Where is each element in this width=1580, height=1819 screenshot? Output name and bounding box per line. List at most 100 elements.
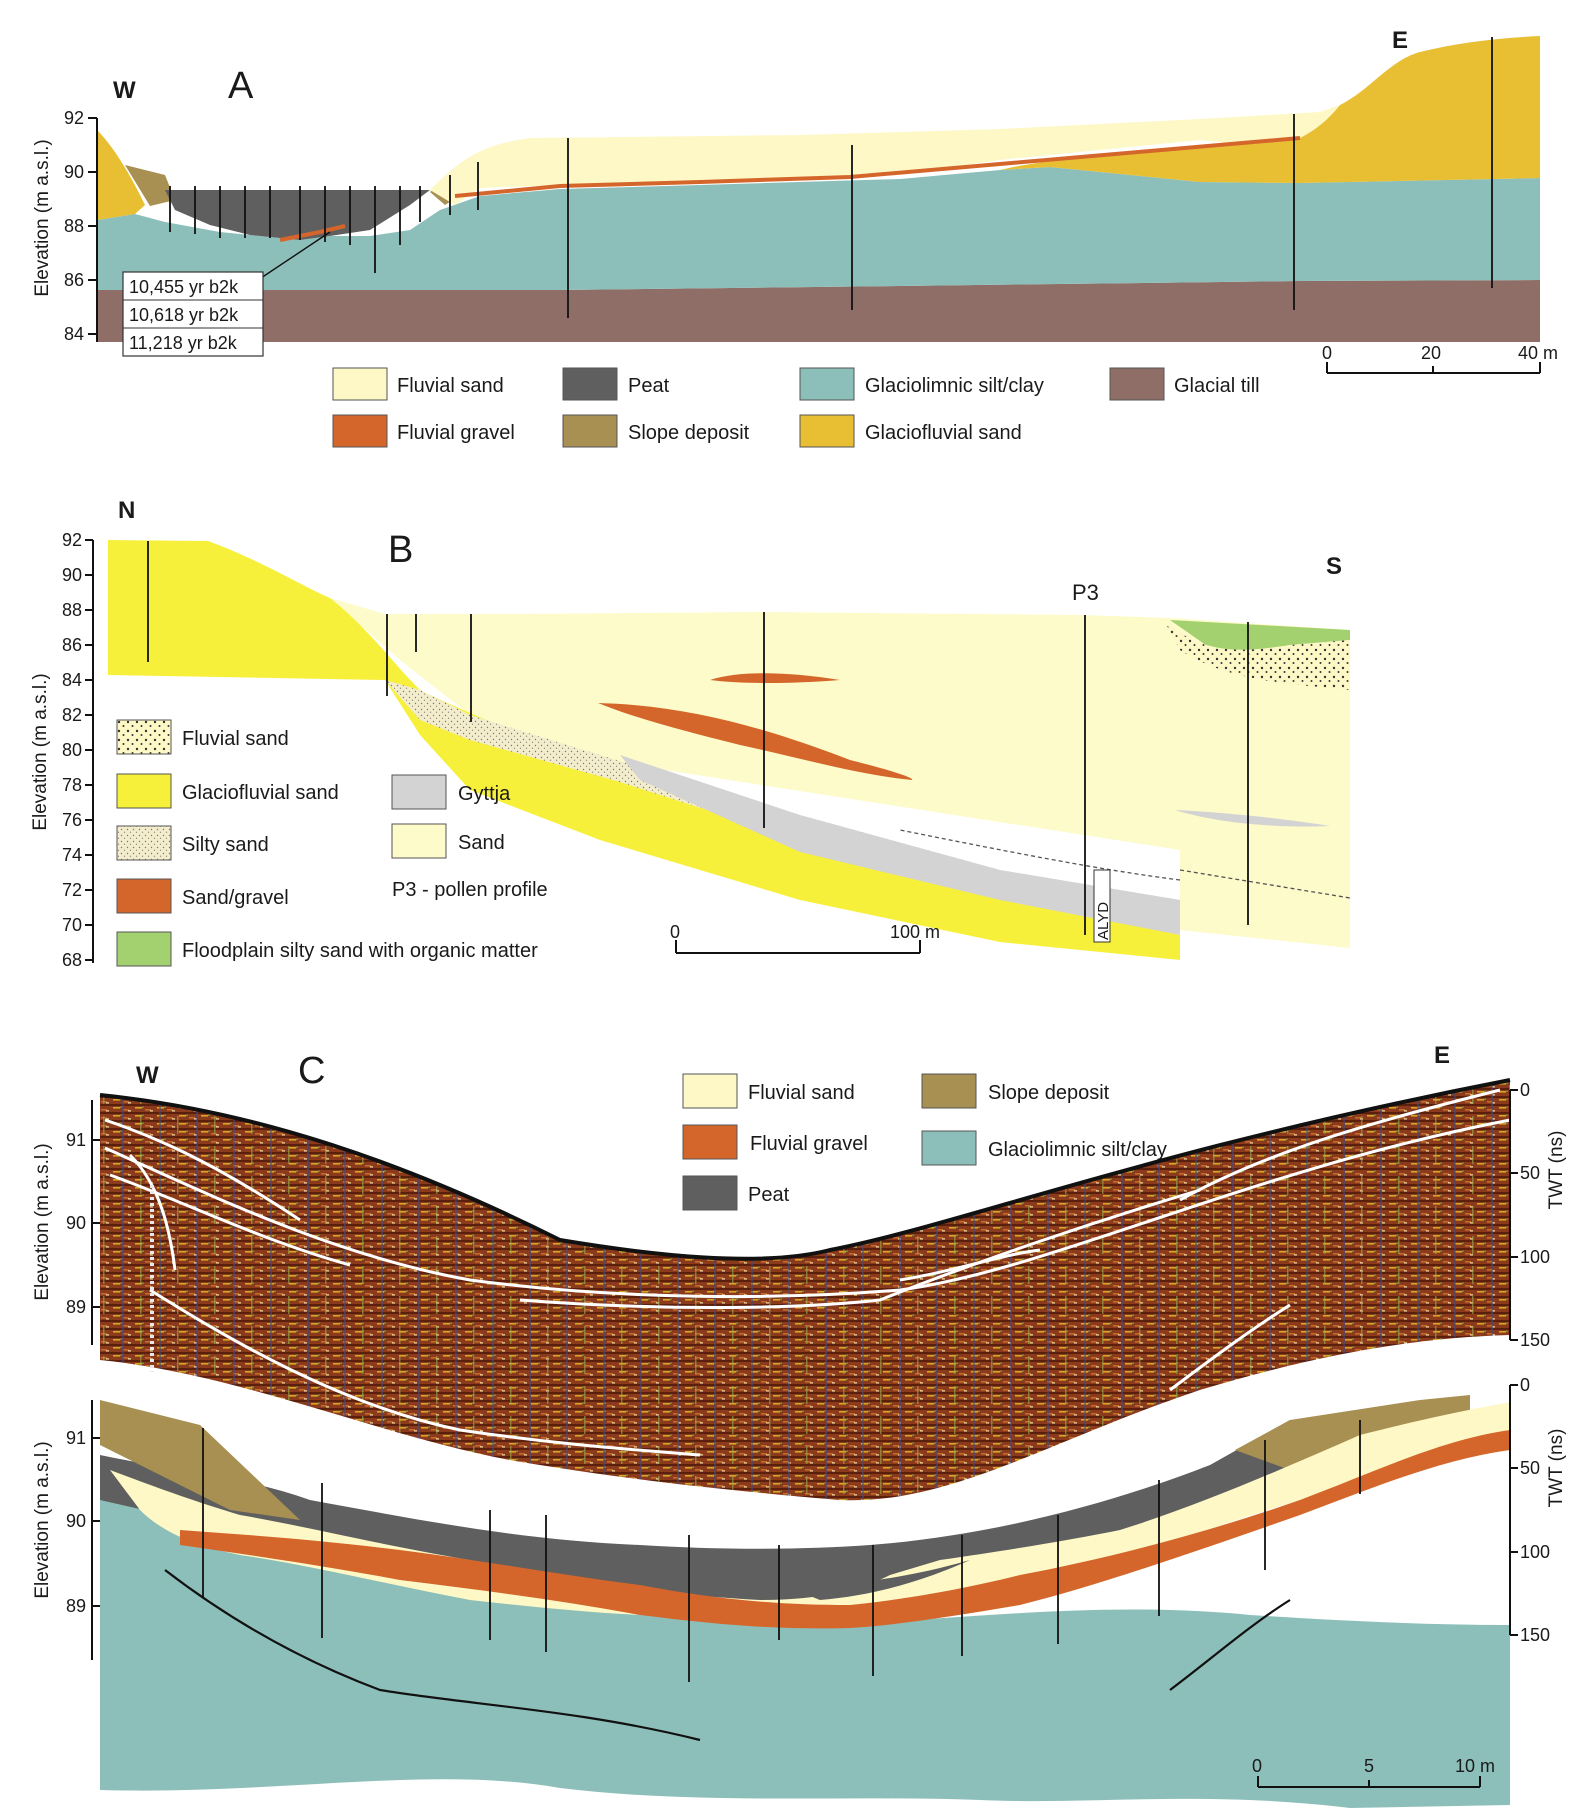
panel-a-yaxis: 92 90 88 86 84 Elevation (m a.s.l.) bbox=[32, 108, 98, 344]
legend-item: Sand bbox=[391, 823, 505, 859]
c-ylabel-upper: Elevation (m a.s.l.) bbox=[32, 1143, 53, 1300]
a-ytick: 86 bbox=[64, 270, 84, 290]
svg-text:40 m: 40 m bbox=[1518, 343, 1558, 363]
a-glacial-till bbox=[97, 280, 1540, 342]
svg-text:100: 100 bbox=[1520, 1542, 1550, 1562]
svg-text:Peat: Peat bbox=[748, 1184, 790, 1206]
panel-a-section bbox=[97, 36, 1540, 342]
legend-item: Peat bbox=[562, 367, 670, 401]
b-core-label: ALYD bbox=[1095, 902, 1112, 940]
b-gyttja bbox=[620, 755, 1180, 935]
c-yaxis-upper: 91 90 89 Elevation (m a.s.l.) bbox=[32, 1100, 100, 1345]
a-ytick: 84 bbox=[64, 324, 84, 344]
panel-a: W A E bbox=[32, 27, 1558, 448]
legend-item: Slope deposit bbox=[562, 414, 750, 448]
a-peat bbox=[165, 190, 430, 240]
c-contact-line-east bbox=[1169, 1599, 1291, 1691]
legend-item: Fluvial sand bbox=[332, 367, 504, 401]
b-ytick: 76 bbox=[62, 810, 82, 830]
b-ytick: 68 bbox=[62, 950, 82, 970]
svg-text:Sand/gravel: Sand/gravel bbox=[182, 887, 289, 909]
c-glaciolimnic bbox=[100, 1455, 1510, 1808]
a-date-label: 11,218 yr b2k bbox=[129, 333, 238, 353]
a-ylabel: Elevation (m a.s.l.) bbox=[32, 139, 53, 296]
a-glaciofluvial-west bbox=[97, 130, 145, 220]
svg-text:0: 0 bbox=[1520, 1080, 1530, 1100]
c-yaxis-lower: 91 90 89 Elevation (m a.s.l.) bbox=[32, 1400, 100, 1660]
c-interpreted-section bbox=[100, 1395, 1510, 1808]
a-scale-bar: 0 20 40 m bbox=[1322, 343, 1558, 374]
c-boreholes bbox=[202, 1420, 1361, 1682]
svg-text:Glacial till: Glacial till bbox=[1174, 375, 1260, 397]
svg-text:Sand: Sand bbox=[458, 832, 505, 854]
c-twt-axis-upper: 0 50 100 150 TWT (ns) bbox=[1509, 1080, 1567, 1350]
a-date-box: 10,455 yr b2k 10,618 yr b2k 11,218 yr b2… bbox=[122, 271, 264, 357]
svg-text:Fluvial gravel: Fluvial gravel bbox=[397, 422, 515, 444]
svg-text:0: 0 bbox=[1252, 1756, 1262, 1776]
c-ytick: 91 bbox=[66, 1428, 86, 1448]
svg-text:20: 20 bbox=[1421, 343, 1441, 363]
b-ytick: 80 bbox=[62, 740, 82, 760]
legend-item: Floodplain silty sand with organic matte… bbox=[116, 931, 538, 967]
panel-c-west-label: W bbox=[136, 1062, 159, 1089]
legend-item: Silty sand bbox=[116, 825, 269, 861]
c-twt-label-lower: TWT (ns) bbox=[1546, 1429, 1567, 1508]
svg-text:5: 5 bbox=[1364, 1756, 1374, 1776]
c-scale-bar: 0 5 10 m bbox=[1252, 1756, 1495, 1788]
panel-b: N B S P3 ALYD bbox=[30, 497, 1351, 970]
svg-text:Gyttja: Gyttja bbox=[458, 783, 511, 805]
b-scale-bar: 0 100 m bbox=[670, 922, 940, 954]
svg-text:150: 150 bbox=[1520, 1625, 1550, 1645]
panel-c-legend: Fluvial sand Fluvial gravel Peat Slope d… bbox=[682, 1073, 1167, 1211]
svg-text:0: 0 bbox=[1520, 1375, 1530, 1395]
a-glaciofluvial-east bbox=[1000, 36, 1540, 183]
b-legend-note: P3 - pollen profile bbox=[392, 879, 548, 901]
c-ytick: 89 bbox=[66, 1596, 86, 1616]
panel-b-south-label: S bbox=[1326, 553, 1342, 580]
svg-text:Silty sand: Silty sand bbox=[182, 834, 269, 856]
b-floodplain bbox=[1170, 620, 1350, 651]
c-twt-axis-lower: 0 50 100 150 TWT (ns) bbox=[1509, 1375, 1567, 1645]
a-gravel-line bbox=[279, 136, 1301, 242]
c-gpr-interpretation-lines bbox=[104, 1088, 1511, 1457]
b-ytick: 72 bbox=[62, 880, 82, 900]
b-ytick: 82 bbox=[62, 705, 82, 725]
panel-b-letter: B bbox=[388, 529, 413, 571]
c-ytick: 90 bbox=[66, 1213, 86, 1233]
panel-a-letter: A bbox=[228, 65, 254, 107]
c-slope-deposit bbox=[100, 1395, 1470, 1520]
a-boreholes bbox=[169, 37, 1493, 318]
legend-item: Gyttja bbox=[391, 774, 511, 810]
svg-text:Fluvial sand: Fluvial sand bbox=[748, 1082, 855, 1104]
b-lenses-gravel bbox=[598, 673, 913, 780]
svg-text:10 m: 10 m bbox=[1455, 1756, 1495, 1776]
a-fluvial-sand bbox=[430, 105, 1340, 205]
svg-text:Fluvial sand: Fluvial sand bbox=[397, 375, 504, 397]
svg-text:100 m: 100 m bbox=[890, 922, 940, 942]
c-ylabel-lower: Elevation (m a.s.l.) bbox=[32, 1441, 53, 1598]
svg-text:Slope deposit: Slope deposit bbox=[628, 422, 750, 444]
c-peat-lens bbox=[770, 1560, 970, 1600]
b-ytick: 74 bbox=[62, 845, 82, 865]
b-ylabel: Elevation (m a.s.l.) bbox=[30, 673, 51, 830]
b-ytick: 86 bbox=[62, 635, 82, 655]
a-ytick: 90 bbox=[64, 162, 84, 182]
c-ytick: 90 bbox=[66, 1511, 86, 1531]
b-ytick: 88 bbox=[62, 600, 82, 620]
svg-text:150: 150 bbox=[1520, 1330, 1550, 1350]
svg-text:Fluvial sand: Fluvial sand bbox=[182, 728, 289, 750]
panel-b-north-label: N bbox=[118, 497, 135, 524]
svg-text:0: 0 bbox=[1322, 343, 1332, 363]
panel-c-east-label: E bbox=[1434, 1042, 1450, 1069]
legend-item: Glaciolimnic silt/clay bbox=[921, 1130, 1167, 1166]
b-glaciofluvial-sand bbox=[108, 540, 1180, 960]
legend-item: Fluvial sand bbox=[116, 719, 289, 755]
panel-c-letter: C bbox=[298, 1050, 325, 1092]
svg-text:Glaciolimnic silt/clay: Glaciolimnic silt/clay bbox=[988, 1139, 1167, 1161]
legend-item: Glacial till bbox=[1109, 367, 1260, 401]
svg-text:50: 50 bbox=[1520, 1163, 1540, 1183]
panel-c: W C E Fluvial sand Fluvial gravel Peat S… bbox=[32, 1042, 1567, 1808]
svg-text:Fluvial gravel: Fluvial gravel bbox=[750, 1133, 868, 1155]
svg-text:Glaciofluvial sand: Glaciofluvial sand bbox=[865, 422, 1022, 444]
